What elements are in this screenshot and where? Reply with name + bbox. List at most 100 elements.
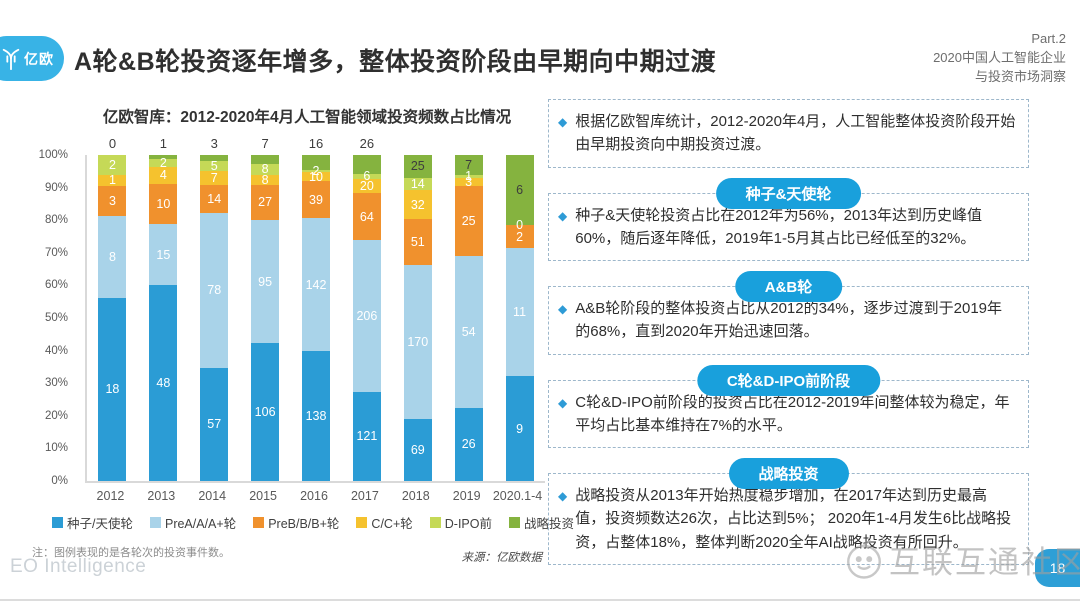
- segment-value: 1: [108, 173, 116, 188]
- segment-D-IPO前: 2: [302, 165, 330, 177]
- segment-value: 7: [465, 157, 473, 172]
- segment-value: 27: [258, 195, 273, 210]
- segment-value: 106: [254, 404, 276, 419]
- segment-value: 95: [258, 274, 273, 289]
- segment-种子/天使轮: 57: [200, 367, 229, 481]
- chart-source: 来源：亿欧数据: [461, 552, 543, 564]
- segment-value: 25: [461, 213, 476, 228]
- bar-2015: 106 95 27 8 8 7: [251, 137, 280, 481]
- segment-value: 3: [465, 174, 473, 189]
- x-tick: 2016: [300, 489, 328, 503]
- y-tick: 20%: [44, 409, 68, 422]
- legend-swatch: [508, 517, 520, 528]
- plot-area: 18 8 3 1 2 0 48 15 10 4 2 1 57 78 14 7 5 3 106 95 27 8 8 7 138 14…: [85, 137, 545, 483]
- x-tick: 2013: [147, 489, 176, 503]
- legend-swatch: [52, 517, 63, 528]
- segment-value: 18: [105, 382, 120, 397]
- segment-种子/天使轮: 138: [302, 351, 330, 481]
- segment-战略投资: [352, 155, 381, 175]
- bar-2019: 26 54 25 3 1 7: [454, 155, 483, 481]
- segment-战略投资: 6: [505, 155, 534, 225]
- segment-value: 26: [359, 136, 375, 151]
- segment-PreA/A/A+轮: 15: [149, 224, 178, 286]
- y-tick: 40%: [44, 344, 68, 357]
- segment-value: 51: [410, 234, 425, 249]
- chart-section: 亿欧智库：2012-2020年4月人工智能领域投资频数占比情况 100% 90% 8…: [0, 95, 574, 575]
- segment-种子/天使轮: 121: [352, 391, 381, 481]
- insight-text: A&B轮阶段的整体投资占比从2012的34%，逐步过渡到于2019年的68%，直…: [575, 300, 1003, 341]
- segment-D-IPO前: 2: [149, 157, 178, 169]
- insight-badge: 种子&天使轮: [715, 177, 862, 209]
- watermark-text: 互联互通社区: [889, 545, 1080, 580]
- page-number-tab: 18: [1035, 549, 1080, 587]
- segment-value: 0: [108, 136, 117, 151]
- bar-2012: 18 8 3 1 2 0: [98, 137, 127, 481]
- segment-value: 2: [108, 157, 116, 172]
- segment-value: 48: [156, 375, 171, 390]
- segment-value: 10: [309, 169, 323, 184]
- insight-badge: A&B轮: [734, 271, 843, 302]
- segment-PreB/B/B+轮: 3: [98, 185, 127, 217]
- segment-value: 206: [356, 308, 378, 323]
- segment-value: 138: [305, 408, 327, 423]
- legend-item-D-IPO前: D-IPO前: [429, 513, 492, 532]
- legend-item-C/C+轮: C/C+轮: [356, 513, 413, 532]
- legend-item-PreA/A/A+轮: PreA/A/A+轮: [149, 513, 236, 532]
- segment-PreB/B/B+轮: 39: [302, 181, 330, 218]
- y-tick: 10%: [44, 442, 68, 455]
- segment-value: 1: [465, 168, 473, 183]
- segment-value: 64: [359, 209, 374, 224]
- segment-种子/天使轮: 69: [403, 418, 432, 481]
- insights-panel: ◆ 根据亿欧智库统计，2012-2020年4月，人工智能整体投资阶段开始由早期投资…: [548, 99, 1029, 590]
- segment-PreB/B/B+轮: 64: [352, 193, 381, 241]
- segment-D-IPO前: 2: [98, 155, 127, 176]
- segment-种子/天使轮: 48: [149, 285, 178, 481]
- segment-D-IPO前: 6: [352, 170, 381, 182]
- legend-label: D-IPO前: [444, 517, 492, 531]
- segment-种子/天使轮: 9: [505, 376, 534, 481]
- x-tick: 2020.1-4: [492, 489, 543, 503]
- segment-C/C+轮: 7: [200, 170, 229, 185]
- segment-PreA/A/A+轮: 206: [352, 240, 381, 392]
- legend-swatch: [253, 517, 265, 528]
- page-title: A轮&B轮投资逐年增多，整体投资阶段由早期向中期过渡: [74, 48, 717, 76]
- segment-战略投资: [302, 155, 330, 171]
- diamond-bullet-icon: ◆: [558, 115, 568, 129]
- diamond-bullet-icon: ◆: [558, 208, 568, 223]
- watermark: 互联互通社区: [843, 537, 1080, 582]
- legend-swatch: [149, 517, 161, 528]
- segment-value: 8: [261, 172, 269, 187]
- x-tick: 2012: [96, 489, 125, 503]
- bar-2017: 121 206 64 20 6 26: [352, 137, 381, 481]
- segment-战略投资: 7: [454, 155, 483, 175]
- bar-2014: 57 78 14 7 5 3: [200, 137, 229, 481]
- segment-value: 7: [210, 170, 218, 185]
- x-axis-labels: 2012 2013 2014 2015 2016 2017 2018 2019 2020.1-4: [85, 489, 543, 505]
- y-tick: 80%: [44, 214, 68, 227]
- segment-PreB/B/B+轮: 25: [454, 185, 483, 257]
- chart-legend: 种子/天使轮 PreA/A/A+轮 PreB/B/B+轮 C/C+轮 D-IPO前 战略投…: [52, 513, 574, 532]
- diamond-bullet-icon: ◆: [558, 302, 568, 316]
- bar-2013: 48 15 10 4 2 1: [149, 137, 178, 481]
- segment-value: 54: [461, 324, 476, 339]
- logo-text: 亿欧: [24, 50, 54, 67]
- segment-value: 10: [156, 196, 171, 211]
- segment-战略投资: [200, 155, 229, 161]
- segment-战略投资: 25: [403, 155, 432, 178]
- y-tick: 0%: [51, 475, 68, 487]
- segment-PreA/A/A+轮: 170: [403, 265, 432, 419]
- segment-D-IPO前: 8: [251, 162, 280, 177]
- segment-value: 15: [156, 247, 171, 262]
- segment-value: 3: [210, 136, 218, 151]
- legend-label: PreB/B/B+轮: [268, 517, 340, 531]
- segment-PreB/B/B+轮: 14: [200, 184, 229, 213]
- segment-value: 8: [261, 162, 269, 177]
- report-subtitle-1: 2020中国人工智能企业: [933, 49, 1066, 65]
- segment-C/C+轮: 10: [302, 169, 330, 184]
- segment-value: 7: [261, 136, 269, 151]
- insight-box-2: 种子&天使轮 ◆ 种子&天使轮投资占比在2012年为56%，2013年达到历史峰值6…: [548, 177, 1029, 261]
- y-tick: 30%: [44, 377, 68, 390]
- segment-value: 26: [461, 437, 476, 452]
- segment-C/C+轮: 1: [98, 173, 127, 188]
- segment-value: 170: [407, 334, 429, 349]
